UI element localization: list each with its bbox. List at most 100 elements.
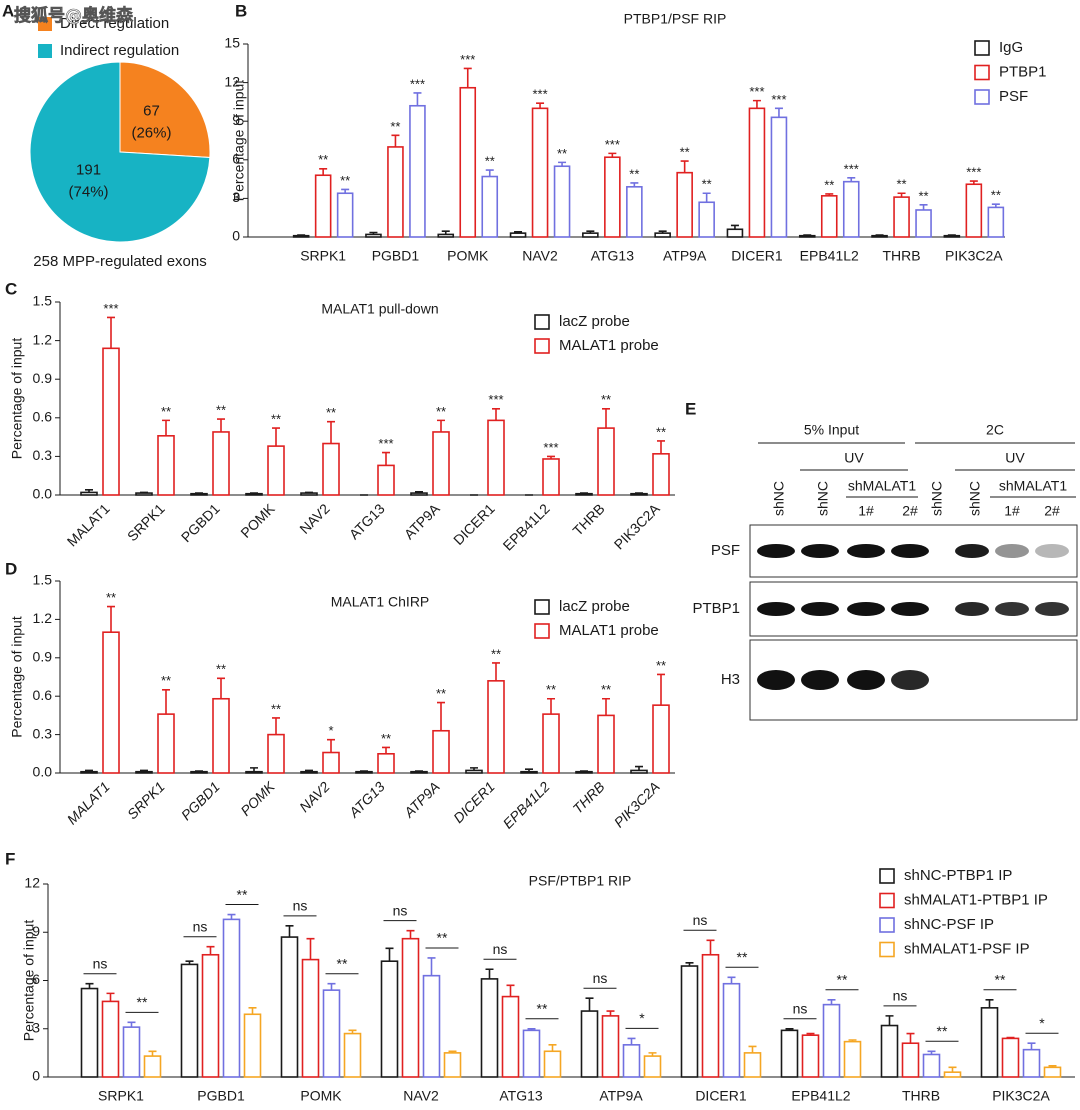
bar — [245, 770, 263, 774]
significance: *** — [103, 301, 118, 316]
error-bar — [827, 999, 836, 1005]
error-bar — [580, 770, 588, 772]
bar — [780, 1029, 799, 1078]
error-bar — [272, 427, 280, 447]
error-bar — [969, 180, 978, 185]
error-bar — [148, 1050, 157, 1057]
bar — [377, 752, 395, 774]
x-tick-label: THRB — [882, 248, 920, 264]
legend-swatch — [879, 868, 895, 884]
error-bar — [525, 768, 533, 772]
bar — [801, 1034, 820, 1078]
error-bar — [748, 1045, 757, 1053]
x-tick-label: EPB41L2 — [791, 1088, 850, 1104]
pie-slice — [29, 61, 211, 243]
bar — [901, 1042, 920, 1078]
y-tick-label: 1.2 — [33, 331, 53, 347]
bar — [943, 1071, 962, 1078]
blot-band — [891, 544, 929, 558]
significance: ** — [557, 146, 567, 161]
chart-title: PSF/PTBP1 RIP — [529, 873, 632, 889]
bar — [409, 104, 426, 238]
comparison-label: ** — [937, 1023, 948, 1039]
bar — [893, 196, 910, 238]
error-bar — [1048, 1064, 1057, 1068]
x-tick-label: POMK — [447, 248, 489, 264]
error-bar — [848, 1039, 857, 1042]
x-tick-label: NAV2 — [403, 1088, 439, 1104]
blot-band — [757, 670, 795, 690]
comparison-label: * — [1039, 1015, 1045, 1031]
error-bar — [413, 92, 422, 106]
legend-swatch — [879, 892, 895, 909]
chart-title: MALAT1 ChIRP — [331, 594, 430, 610]
bar — [190, 770, 208, 774]
significance: ** — [436, 686, 446, 701]
significance: *** — [844, 161, 859, 176]
slice-percent: (74%) — [69, 184, 109, 201]
significance: *** — [966, 164, 981, 179]
y-tick-label: 0.3 — [33, 725, 53, 741]
legend-label: lacZ probe — [559, 313, 630, 330]
x-tick-label: ATG13 — [499, 1088, 543, 1104]
y-tick-label: 0.3 — [33, 447, 53, 463]
legend-swatch — [534, 623, 550, 639]
y-tick-label: 6 — [232, 151, 240, 167]
error-bar — [906, 1032, 915, 1044]
y-tick-label: 3 — [232, 189, 240, 205]
error-bar — [140, 491, 148, 494]
lane-label: shNC — [929, 481, 945, 516]
blot-band — [757, 602, 795, 616]
bar — [701, 953, 720, 1078]
error-bar — [485, 169, 494, 177]
y-tick-label: 15 — [224, 35, 240, 51]
y-tick-label: 0 — [32, 1068, 40, 1084]
error-bar — [85, 982, 94, 989]
bar — [212, 697, 230, 774]
clone-label: 2# — [902, 503, 918, 519]
error-bar — [360, 770, 368, 772]
blot-band — [995, 544, 1029, 558]
x-tick-label: PGBD1 — [197, 1088, 245, 1104]
error-bar — [441, 230, 450, 235]
error-bar — [602, 407, 610, 429]
error-bar — [85, 769, 93, 772]
x-tick-label: PGBD1 — [372, 248, 420, 264]
error-bar — [427, 957, 436, 976]
error-bar — [730, 224, 739, 230]
error-bar — [602, 697, 610, 716]
bar — [604, 156, 621, 238]
legend-label: Direct regulation — [60, 15, 169, 32]
error-bar — [327, 982, 336, 991]
y-tick-label: 9 — [32, 923, 40, 939]
significance: *** — [749, 84, 764, 99]
legend-label: shMALAT1-PTBP1 IP — [904, 891, 1048, 908]
error-bar — [127, 1021, 136, 1028]
comparison-label: ns — [393, 902, 408, 918]
error-bar — [341, 188, 350, 194]
bar — [630, 492, 648, 496]
error-bar — [702, 192, 711, 203]
legend-label: MALAT1 probe — [559, 622, 659, 639]
error-bar — [250, 767, 258, 772]
significance: *** — [532, 87, 547, 102]
footnote: 258 MPP-regulated exons — [33, 253, 206, 270]
error-bar — [658, 230, 667, 234]
error-bar — [250, 492, 258, 494]
error-bar — [272, 717, 280, 735]
watermark: 搜狐号@奥维森 — [14, 5, 134, 26]
error-bar — [382, 746, 390, 754]
chart-title: MALAT1 pull-down — [321, 301, 438, 317]
bar — [871, 234, 888, 238]
bar — [143, 1055, 162, 1078]
bar — [487, 419, 505, 496]
bar — [222, 918, 241, 1078]
y-axis-label: Percentage of input — [9, 338, 25, 460]
comparison-label: ** — [437, 930, 448, 946]
error-bar — [319, 168, 328, 176]
bar — [722, 982, 741, 1078]
comparison-label: ns — [193, 918, 208, 934]
bar — [487, 680, 505, 774]
error-bar — [415, 490, 423, 494]
error-bar — [227, 913, 236, 920]
